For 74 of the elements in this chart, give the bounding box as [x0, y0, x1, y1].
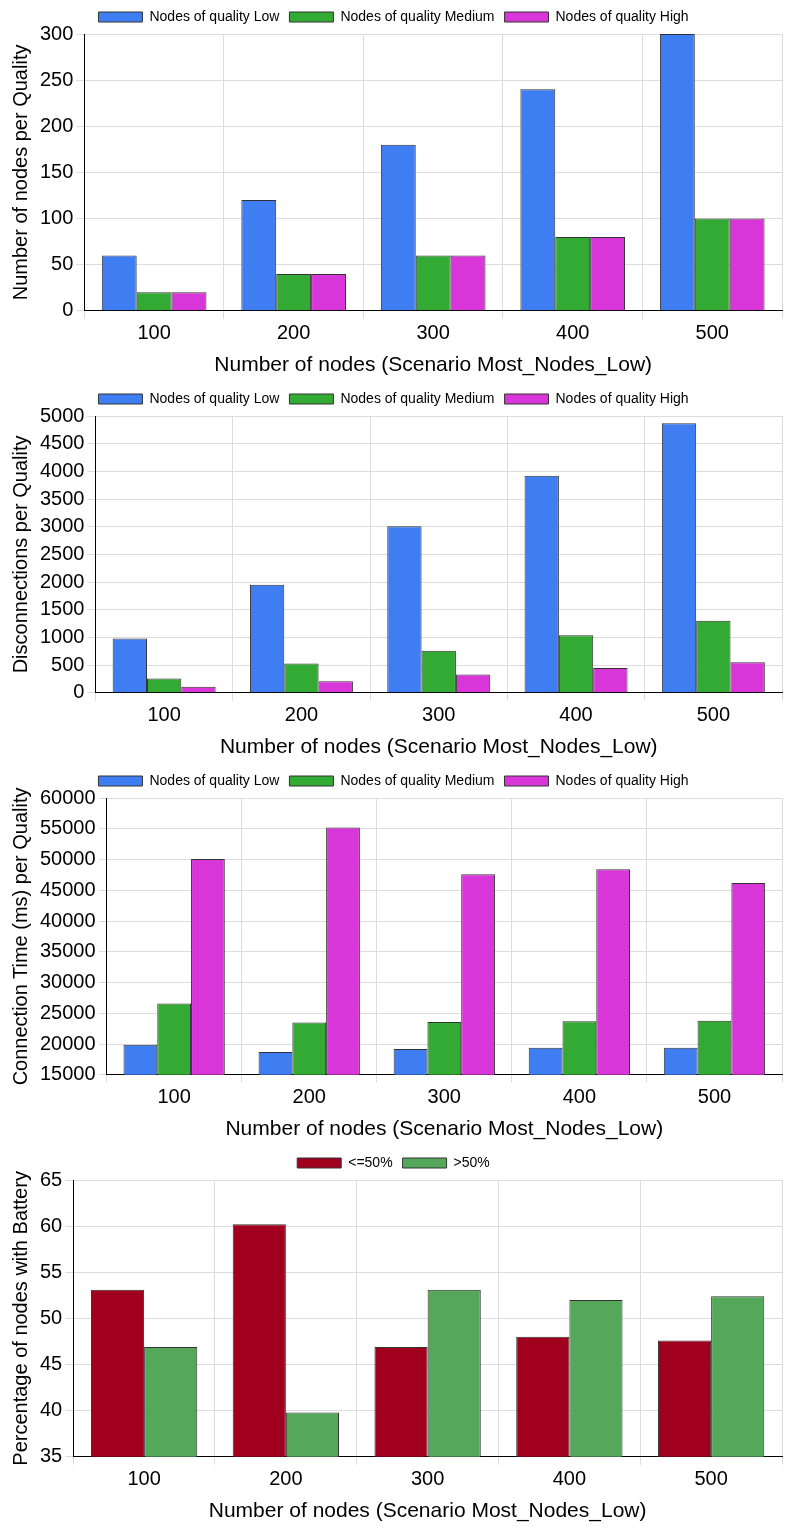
y-tick-label: 40 — [40, 1398, 63, 1421]
y-tick-label: 150 — [39, 159, 74, 182]
x-tick-label: 500 — [694, 1467, 728, 1490]
x-axis-title: Number of nodes (Scenario Most_Nodes_Low) — [214, 352, 653, 377]
x-tick-label: 200 — [292, 1085, 326, 1108]
legend-label: Nodes of quality Low — [149, 771, 281, 788]
y-tick-label: 55000 — [39, 816, 96, 839]
y-tick-label: 65 — [40, 1167, 63, 1190]
x-tick-label: 400 — [552, 1467, 587, 1490]
x-tick-label: 300 — [410, 1467, 445, 1490]
y-tick-label: 200 — [39, 113, 74, 136]
y-tick-label: 4500 — [39, 431, 85, 454]
y-tick-label: 35000 — [39, 939, 96, 962]
legend-label: Nodes of quality Medium — [340, 771, 495, 788]
y-tick-label: 25000 — [39, 1000, 96, 1023]
legend-label: Nodes of quality Low — [149, 7, 281, 24]
y-tick-label: 40000 — [39, 908, 96, 931]
x-tick-label: 500 — [697, 1085, 732, 1108]
y-tick-label: 0 — [73, 680, 85, 703]
y-tick-label: 500 — [51, 652, 85, 675]
y-tick-label: 50 — [51, 252, 74, 275]
x-tick-label: 200 — [284, 703, 319, 726]
y-tick-label: 5000 — [39, 403, 85, 426]
x-tick-label: 500 — [695, 321, 729, 344]
y-tick-label: 2000 — [39, 569, 85, 592]
y-tick-label: 50000 — [39, 847, 96, 870]
x-tick-label: 500 — [696, 703, 731, 726]
x-tick-label: 400 — [556, 321, 590, 344]
legend-label: Nodes of quality Low — [149, 389, 281, 406]
x-tick-label: 100 — [127, 1467, 161, 1490]
legend-label: Nodes of quality High — [555, 389, 689, 406]
x-tick-label: 100 — [157, 1085, 191, 1108]
y-tick-label: 30000 — [39, 970, 96, 993]
y-tick-label: 3500 — [39, 486, 85, 509]
x-axis-title: Number of nodes (Scenario Most_Nodes_Low) — [225, 1116, 664, 1141]
y-tick-label: 250 — [39, 67, 74, 90]
legend-label: Nodes of quality Medium — [340, 389, 495, 406]
legend-label: Nodes of quality Medium — [340, 7, 495, 24]
x-tick-label: 200 — [276, 321, 311, 344]
y-tick-label: 15000 — [39, 1062, 96, 1085]
y-tick-label: 3000 — [39, 514, 85, 537]
legend-label: Nodes of quality High — [555, 771, 689, 788]
y-tick-label: 100 — [39, 206, 74, 229]
y-tick-label: 1000 — [39, 624, 85, 647]
y-axis-title: Disconnections per Quality — [8, 435, 31, 674]
y-tick-label: 45 — [40, 1352, 63, 1375]
x-tick-label: 100 — [147, 703, 181, 726]
y-tick-label: 2500 — [39, 541, 85, 564]
legend-label: >50% — [453, 1153, 490, 1170]
y-tick-label: 20000 — [39, 1031, 96, 1054]
y-tick-label: 60 — [40, 1213, 63, 1236]
y-tick-label: 300 — [39, 21, 74, 44]
legend-label: <=50% — [348, 1153, 393, 1170]
y-tick-label: 1500 — [39, 597, 85, 620]
y-axis-title: Number of nodes per Quality — [8, 44, 31, 301]
x-tick-label: 300 — [416, 321, 450, 344]
y-tick-label: 60000 — [39, 785, 96, 808]
x-tick-label: 300 — [427, 1085, 461, 1108]
legend-label: Nodes of quality High — [555, 7, 689, 24]
x-tick-label: 100 — [137, 321, 171, 344]
y-tick-label: 35 — [40, 1444, 63, 1467]
y-axis-title: Connection Time (ms) per Quality — [8, 787, 31, 1086]
x-axis-title: Number of nodes (Scenario Most_Nodes_Low) — [219, 734, 658, 759]
y-axis-title: Percentage of nodes with Battery — [8, 1171, 31, 1466]
y-tick-label: 50 — [40, 1305, 63, 1328]
y-tick-label: 0 — [62, 298, 74, 321]
y-tick-label: 45000 — [39, 877, 96, 900]
x-tick-label: 400 — [559, 703, 593, 726]
y-tick-label: 55 — [40, 1259, 63, 1282]
x-tick-label: 400 — [562, 1085, 597, 1108]
x-axis-title: Number of nodes (Scenario Most_Nodes_Low) — [208, 1498, 647, 1523]
y-tick-label: 4000 — [39, 458, 85, 481]
x-tick-label: 300 — [422, 703, 456, 726]
x-tick-label: 200 — [269, 1467, 303, 1490]
